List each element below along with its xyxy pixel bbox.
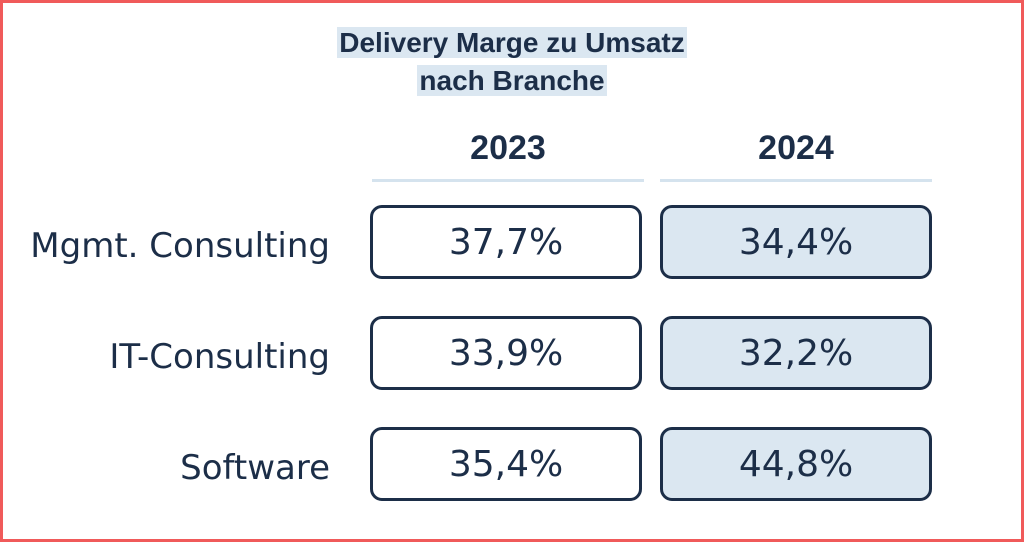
row-label-mgmt-consulting: Mgmt. Consulting [30, 226, 330, 266]
cell-mgmt-consulting-2023: 37,7% [370, 205, 642, 279]
header-underline-2024 [660, 179, 932, 182]
header-underline-2023 [372, 179, 644, 182]
cell-it-consulting-2024: 32,2% [660, 316, 932, 390]
cell-software-2023: 35,4% [370, 427, 642, 501]
title-line-2: nach Branche [417, 65, 607, 96]
column-header-2024: 2024 [758, 129, 834, 167]
row-label-software: Software [180, 448, 330, 488]
row-label-it-consulting: IT-Consulting [109, 337, 330, 377]
cell-software-2024: 44,8% [660, 427, 932, 501]
title-line-1: Delivery Marge zu Umsatz [337, 27, 687, 58]
chart-title: Delivery Marge zu Umsatz nach Branche [0, 24, 1024, 100]
cell-mgmt-consulting-2024: 34,4% [660, 205, 932, 279]
column-header-2023: 2023 [470, 129, 546, 167]
cell-it-consulting-2023: 33,9% [370, 316, 642, 390]
